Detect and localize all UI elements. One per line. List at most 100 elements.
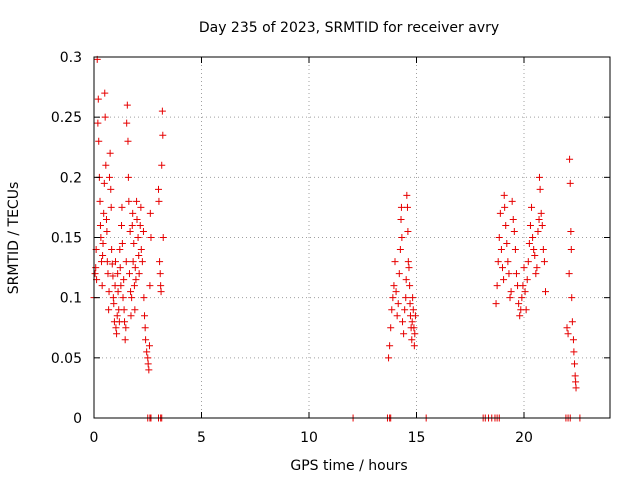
data-point <box>571 372 579 380</box>
data-point <box>100 209 108 217</box>
data-point <box>135 270 143 278</box>
data-point <box>410 342 418 350</box>
data-point <box>95 137 103 145</box>
data-point <box>569 336 577 344</box>
data-point <box>399 318 407 326</box>
data-point <box>535 173 543 181</box>
data-point <box>565 270 573 278</box>
data-point <box>127 288 135 296</box>
data-point <box>394 300 402 308</box>
data-point <box>387 324 395 332</box>
data-point <box>133 215 141 223</box>
data-point <box>526 221 534 229</box>
data-point <box>392 288 400 296</box>
data-point <box>127 312 135 320</box>
data-point <box>107 203 115 211</box>
data-point <box>101 113 109 121</box>
data-point <box>91 270 99 278</box>
data-point <box>502 221 510 229</box>
data-point <box>105 306 113 314</box>
data-point <box>536 185 544 193</box>
data-point <box>139 227 147 235</box>
data-point <box>103 227 111 235</box>
data-point <box>122 258 130 266</box>
y-tick-label: 0.1 <box>60 291 82 307</box>
data-point <box>94 119 102 127</box>
data-point <box>118 240 126 248</box>
data-point <box>511 246 519 254</box>
data-point <box>388 306 396 314</box>
data-point <box>118 221 126 229</box>
data-point <box>94 95 102 103</box>
data-point <box>144 354 152 362</box>
data-point <box>120 306 128 314</box>
data-point <box>145 342 153 350</box>
data-point <box>533 264 541 272</box>
data-point <box>146 209 154 217</box>
data-point <box>129 258 137 266</box>
data-point <box>143 348 151 356</box>
data-point <box>519 282 527 290</box>
data-point <box>390 282 398 290</box>
data-point <box>391 258 399 266</box>
data-point <box>501 203 509 211</box>
data-point <box>537 209 545 217</box>
data-point <box>121 318 129 326</box>
data-point <box>155 197 163 205</box>
data-point <box>114 288 122 296</box>
data-point <box>566 155 574 163</box>
data-point <box>508 197 516 205</box>
data-point <box>499 264 506 272</box>
data-point <box>505 270 513 278</box>
x-tick-labels: 0 5 10 15 20 <box>90 430 533 446</box>
data-point <box>532 270 540 278</box>
x-axis-label: GPS time / hours <box>290 458 407 474</box>
data-point <box>402 276 410 284</box>
data-point <box>404 227 412 235</box>
data-point <box>109 294 117 302</box>
data-point <box>411 312 419 320</box>
data-point <box>99 252 107 260</box>
data-point <box>130 240 138 248</box>
data-point <box>125 270 133 278</box>
y-tick-label: 0.3 <box>60 50 82 66</box>
data-point <box>535 215 543 223</box>
data-point <box>108 246 116 254</box>
data-point <box>157 288 165 296</box>
data-point <box>112 258 119 266</box>
data-point <box>572 378 580 386</box>
axis-ticks <box>93 56 610 419</box>
data-point <box>398 234 406 241</box>
data-point <box>520 264 528 272</box>
y-tick-label: 0.15 <box>51 231 82 247</box>
data-point <box>563 324 571 332</box>
data-point <box>104 270 112 278</box>
data-point <box>119 294 127 302</box>
data-point <box>497 246 505 254</box>
data-point <box>123 119 131 127</box>
data-point <box>114 270 122 278</box>
data-point <box>510 227 518 235</box>
data-point <box>92 264 100 272</box>
data-point <box>141 312 149 320</box>
data-point <box>400 330 408 338</box>
data-point <box>408 318 416 326</box>
data-point <box>141 324 149 332</box>
data-point <box>566 179 574 187</box>
data-point <box>503 240 511 248</box>
data-point <box>156 270 164 278</box>
data-point <box>567 227 575 235</box>
data-point <box>109 272 117 280</box>
data-point <box>531 252 539 260</box>
data-point <box>125 197 133 205</box>
data-point <box>134 234 142 241</box>
data-point <box>539 246 547 254</box>
data-point <box>529 234 537 241</box>
data-point <box>117 282 125 290</box>
data-point <box>105 288 113 296</box>
y-tick-labels: 0 0.05 0.1 0.15 0.2 0.25 0.3 <box>51 50 82 427</box>
data-point <box>113 330 121 338</box>
data-point <box>525 240 533 248</box>
data-point <box>567 246 575 254</box>
data-point <box>524 258 532 266</box>
